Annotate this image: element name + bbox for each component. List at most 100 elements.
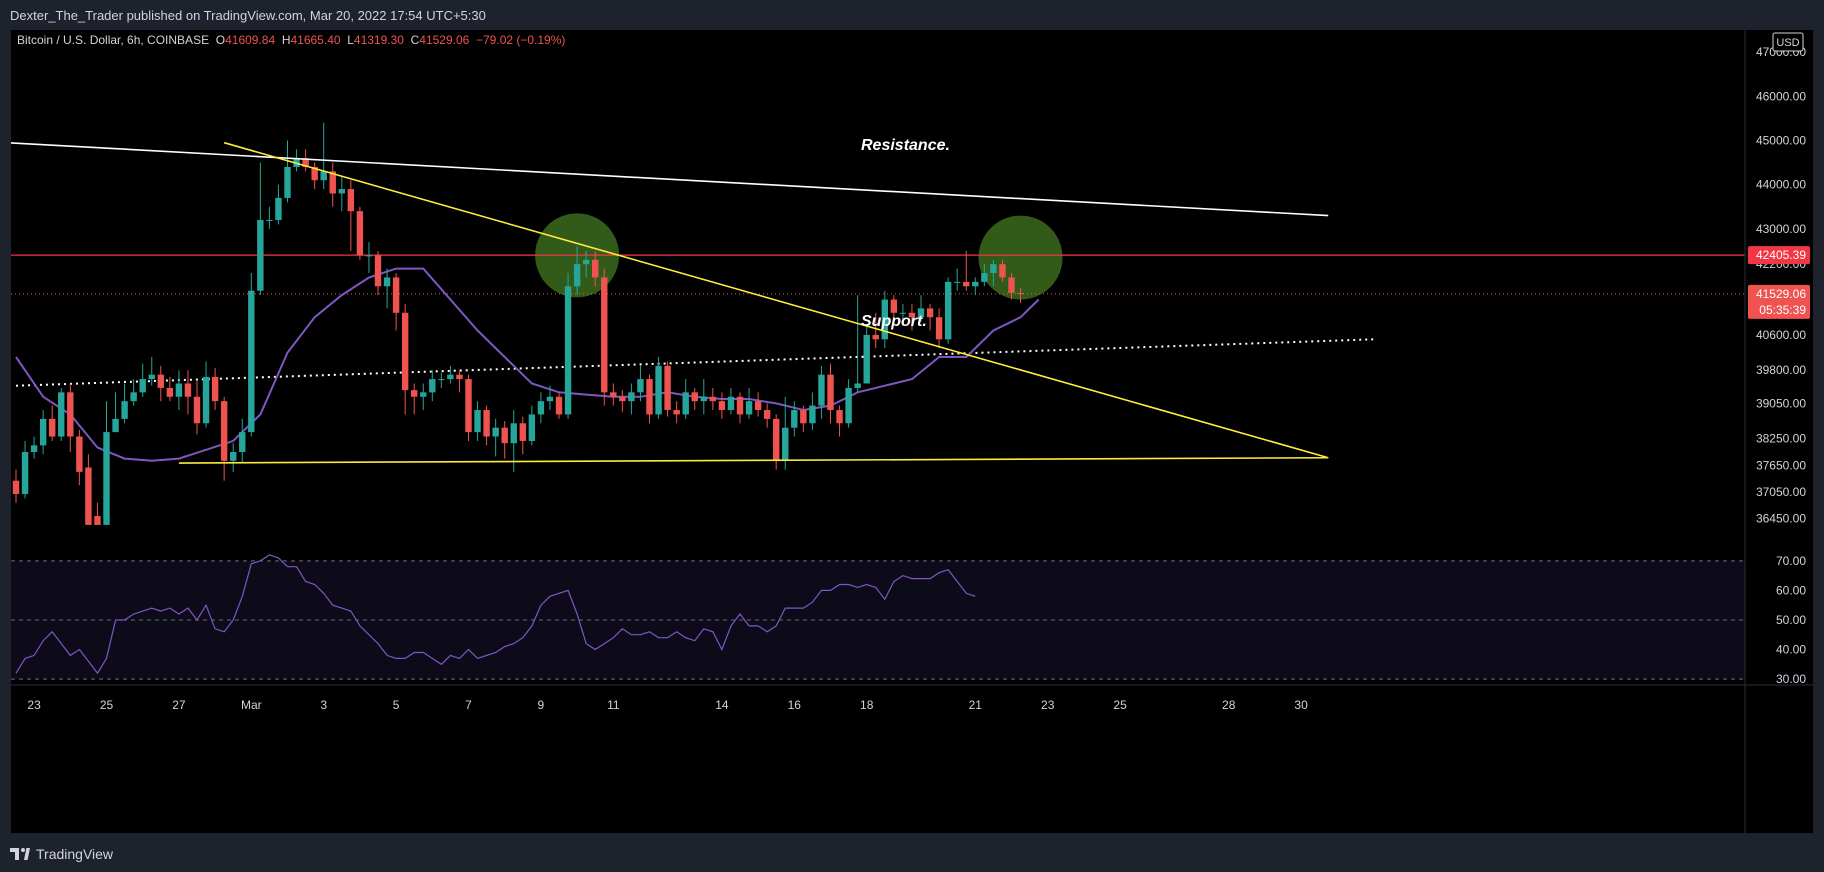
candle: [836, 405, 843, 437]
candle-body: [664, 365, 671, 411]
time-tick-label: 5: [393, 698, 400, 712]
resistance-trendline: [11, 142, 1329, 217]
candle-body: [157, 374, 164, 388]
candle: [972, 277, 979, 296]
candle: [365, 242, 373, 274]
candle-body: [637, 379, 644, 393]
candle: [818, 365, 825, 419]
candle: [21, 440, 29, 499]
support-trendline: [178, 456, 1329, 464]
candle-body: [211, 376, 219, 402]
candle-body: [465, 379, 472, 433]
candle: [356, 206, 364, 260]
candle-body: [655, 365, 662, 415]
candle: [239, 418, 246, 464]
resistance-price-tag: 42405.39: [1748, 246, 1810, 265]
time-tick-label: 27: [172, 698, 186, 712]
candle: [121, 383, 128, 424]
time-tick-label: 11: [607, 698, 620, 712]
candle-body: [845, 387, 852, 424]
candle: [664, 361, 671, 417]
time-tick-label: 23: [27, 698, 41, 712]
candle-body: [827, 374, 834, 411]
candle-body: [944, 281, 952, 340]
candle: [112, 392, 119, 433]
candle: [528, 405, 536, 446]
candle: [501, 421, 508, 459]
currency-badge[interactable]: USD: [1772, 32, 1804, 52]
candle-body: [429, 379, 436, 393]
publisher-header: Dexter_The_Trader published on TradingVi…: [0, 0, 1824, 30]
candle: [917, 295, 925, 322]
candle: [537, 392, 545, 424]
price-axis: 36450.00 37050.00 37650.00 38250.00 39050.00…: [1756, 45, 1806, 686]
candle-body: [718, 401, 726, 411]
candle-body: [727, 396, 735, 411]
candle: [30, 436, 38, 459]
candle: [76, 429, 83, 486]
candle-body: [21, 451, 29, 494]
candle-body: [854, 383, 861, 388]
candle: [564, 273, 572, 419]
time-tick-label: 25: [1113, 698, 1127, 712]
candle-body: [130, 392, 137, 402]
candle: [646, 374, 653, 424]
candle: [890, 295, 898, 322]
candle-body: [139, 379, 146, 393]
candle: [610, 383, 617, 406]
candle-body: [573, 264, 581, 287]
candle-body: [972, 281, 979, 287]
candle: [401, 303, 409, 415]
candle-body: [392, 277, 400, 313]
candle-body: [220, 401, 228, 461]
price-tick-label: 46000.00: [1756, 89, 1806, 103]
candle: [827, 363, 834, 424]
candle: [763, 403, 771, 428]
candle-body: [39, 418, 47, 446]
legend-symbol: Bitcoin / U.S. Dollar, 6h, COINBASE: [17, 33, 216, 47]
candle-body: [926, 308, 934, 318]
candle-body: [420, 392, 427, 397]
candle-body: [836, 410, 843, 424]
last-price-tag: 41529.06 05:35:39: [1748, 284, 1810, 319]
time-tick-label: 16: [788, 698, 802, 712]
candle-body: [438, 379, 445, 381]
candle: [700, 379, 707, 415]
candle-body: [483, 410, 490, 437]
candle: [329, 162, 336, 207]
chart-canvas[interactable]: Resistance. Support. 36450.00 37050.00 37650…: [11, 30, 1813, 833]
candle-body: [917, 308, 925, 318]
publisher-text: Dexter_The_Trader published on TradingVi…: [10, 8, 486, 23]
candle: [573, 246, 581, 296]
candle: [981, 264, 988, 287]
candle: [211, 368, 219, 411]
candle: [809, 392, 816, 430]
time-tick-label: 3: [320, 698, 327, 712]
candle: [592, 250, 599, 287]
candle-body: [1017, 292, 1024, 294]
candle: [275, 184, 282, 225]
candle: [12, 469, 20, 503]
candle-body: [411, 390, 418, 397]
legend-change: −79.02 (−0.19%): [476, 33, 565, 47]
candle-body: [954, 281, 961, 283]
candle-body: [791, 410, 798, 428]
candle-body: [112, 418, 119, 433]
chart-frame[interactable]: Resistance. Support. 36450.00 37050.00 37650…: [11, 30, 1813, 833]
candle: [926, 303, 934, 331]
candle: [230, 443, 237, 472]
candle: [302, 149, 309, 172]
candle-body: [999, 264, 1006, 278]
candle: [791, 401, 798, 437]
rsi-tick-label: 30.00: [1776, 672, 1806, 686]
candle: [619, 390, 626, 413]
candle: [519, 416, 526, 455]
candle-body: [230, 451, 237, 461]
candle: [220, 396, 228, 481]
candle: [754, 392, 762, 417]
candle-body: [266, 220, 273, 222]
tradingview-logo[interactable]: TradingView: [10, 846, 113, 862]
bar-countdown-text: 05:35:39: [1759, 303, 1806, 317]
rsi-tick-label: 60.00: [1776, 583, 1806, 597]
candle-body: [700, 396, 707, 402]
